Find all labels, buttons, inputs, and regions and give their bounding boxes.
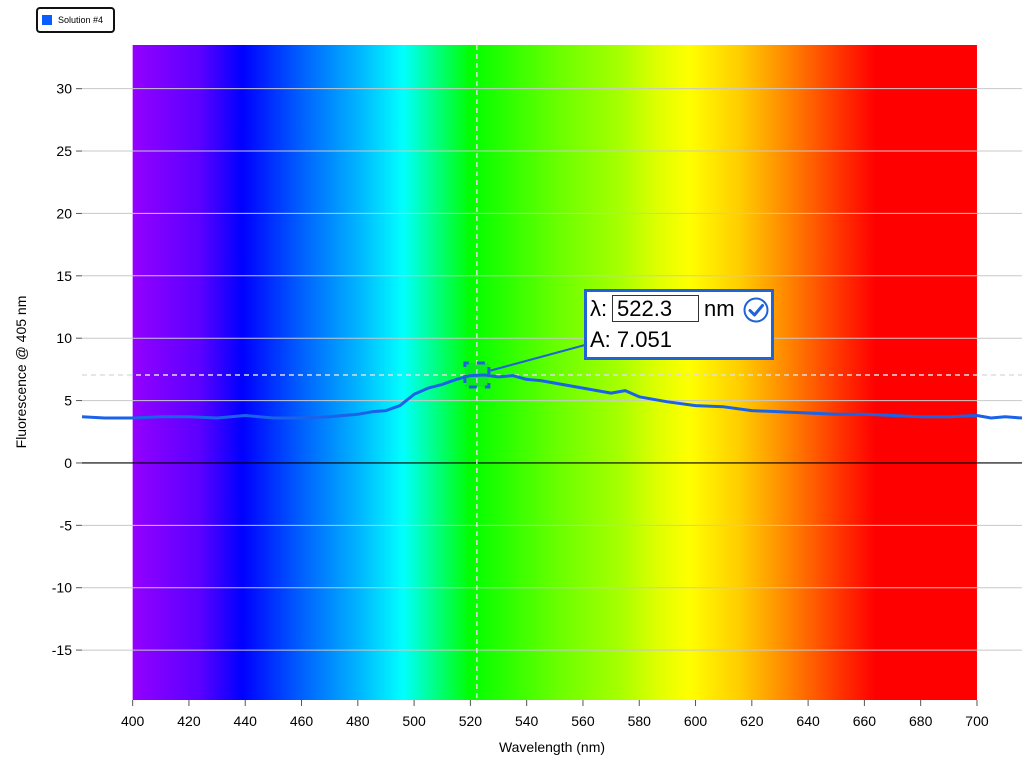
y-tick-label: -10: [52, 580, 72, 596]
crosshair: [82, 45, 1022, 700]
series-layer: [81, 344, 1023, 420]
grid-lines: [82, 88, 1022, 651]
y-tick-label: 5: [64, 393, 72, 409]
y-tick-label: 30: [56, 81, 72, 97]
unit-label: nm: [704, 296, 735, 321]
y-tick-label: 15: [56, 268, 72, 284]
x-tick-label: 640: [796, 713, 820, 729]
lambda-label: λ:: [590, 296, 608, 321]
wavelength-input[interactable]: [612, 295, 699, 322]
x-tick-label: 600: [684, 713, 708, 729]
series-line-solution-4: [81, 373, 1023, 420]
readout-leader-line: [488, 344, 586, 372]
y-tick-label: 20: [56, 205, 72, 221]
y-axis-label: Fluorescence @ 405 nm: [13, 296, 29, 449]
y-tick-label: 0: [64, 455, 72, 471]
cursor-marker[interactable]: [463, 361, 491, 389]
y-tick-label: -15: [52, 642, 72, 658]
x-tick-label: 480: [346, 713, 370, 729]
x-tick-label: 680: [909, 713, 933, 729]
x-axis-label: Wavelength (nm): [499, 739, 605, 755]
y-tick-label: -5: [60, 517, 73, 533]
x-tick-label: 620: [740, 713, 764, 729]
confirm-check-icon[interactable]: [743, 297, 769, 323]
x-tick-label: 660: [853, 713, 877, 729]
y-tick-label: 10: [56, 330, 72, 346]
x-tick-label: 520: [459, 713, 483, 729]
x-tick-label: 580: [628, 713, 652, 729]
legend-swatch: [42, 15, 52, 25]
legend-solution-4[interactable]: Solution #4: [36, 7, 115, 33]
x-tick-label: 700: [965, 713, 989, 729]
absorbance-readout: A: 7.051: [590, 327, 672, 352]
legend-label: Solution #4: [58, 15, 104, 25]
visible-spectrum-background: [132, 45, 977, 700]
x-axis: 400 420 440 460 480 500 520 540 560 580 600 620 640 6…: [121, 700, 989, 729]
x-tick-label: 540: [515, 713, 539, 729]
x-tick-label: 460: [290, 713, 314, 729]
x-tick-label: 560: [571, 713, 595, 729]
y-tick-label: 25: [56, 143, 72, 159]
wavelength-readout-box: λ: nm A: 7.051: [584, 289, 774, 360]
y-axis: -15 -10 -5 0 5 10 15 20 25 30: [52, 81, 82, 658]
x-tick-label: 440: [234, 713, 258, 729]
x-tick-label: 400: [121, 713, 145, 729]
x-tick-label: 500: [402, 713, 426, 729]
x-tick-label: 420: [177, 713, 201, 729]
